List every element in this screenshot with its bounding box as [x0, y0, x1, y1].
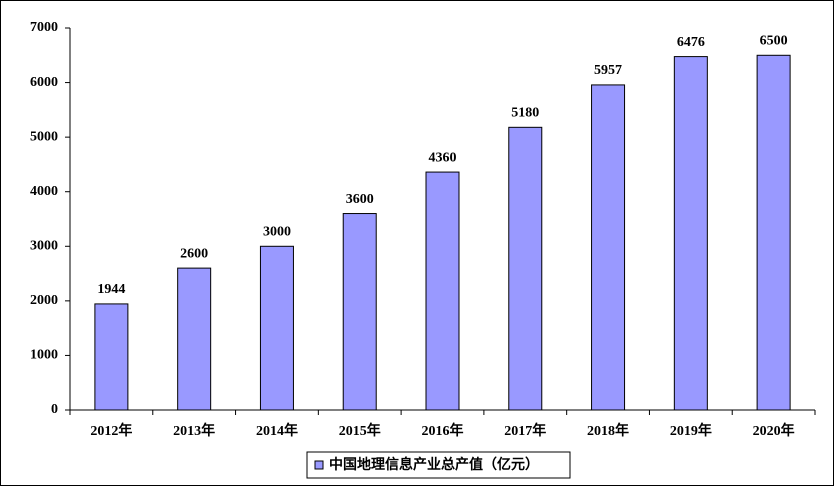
x-tick-label: 2016年 [422, 422, 464, 439]
bar [508, 126, 543, 411]
bar [756, 54, 791, 411]
data-label: 5180 [511, 106, 539, 121]
bar [259, 245, 294, 411]
x-tick-label: 2015年 [339, 422, 381, 439]
data-label: 5957 [594, 63, 622, 78]
y-tick-label: 6000 [30, 75, 58, 90]
data-label: 3000 [263, 225, 291, 240]
y-tick-label: 4000 [30, 184, 58, 199]
bar [591, 84, 626, 411]
bar [177, 267, 212, 411]
data-label: 3600 [346, 192, 374, 207]
data-label: 1944 [97, 282, 125, 297]
y-tick-label: 3000 [30, 239, 58, 254]
x-tick-label: 2019年 [670, 422, 712, 439]
data-label: 6500 [760, 34, 788, 49]
x-tick-label: 2020年 [753, 422, 795, 439]
bar [342, 213, 377, 411]
bar [94, 303, 129, 411]
data-label: 4360 [429, 150, 457, 165]
x-tick-label: 2017年 [504, 422, 546, 439]
data-label: 2600 [180, 246, 208, 261]
data-label: 6476 [677, 35, 705, 50]
bar [673, 56, 708, 411]
bar [425, 171, 460, 411]
legend-box [306, 451, 571, 479]
legend-label: 中国地理信息产业总产值（亿元） [329, 456, 539, 473]
x-tick-label: 2018年 [587, 422, 629, 439]
y-tick-label: 1000 [30, 348, 58, 363]
x-tick-label: 2014年 [256, 422, 298, 439]
y-tick-label: 2000 [30, 293, 58, 308]
y-tick-label: 7000 [30, 20, 58, 35]
y-tick-label: 0 [51, 402, 58, 417]
y-tick-label: 5000 [30, 129, 58, 144]
legend-swatch [314, 460, 324, 470]
x-tick-label: 2012年 [90, 422, 132, 439]
x-tick-label: 2013年 [173, 422, 215, 439]
